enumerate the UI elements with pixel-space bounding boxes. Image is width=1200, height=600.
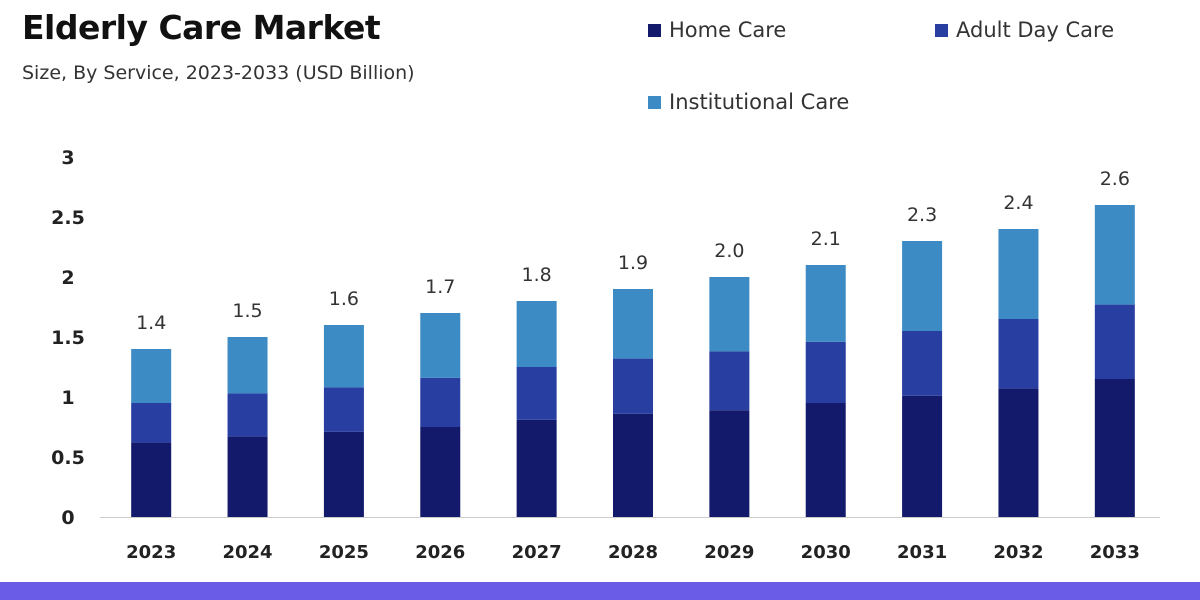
bar-total-label: 2.1 [811,228,841,250]
bar-segment-home-care [131,442,172,517]
bar-segment-institutional-care [998,229,1039,319]
bar-segment-adult-day-care [613,358,653,414]
legend-item-institutional-care: Institutional Care [648,90,849,114]
legend-swatch-adult-day-care [935,23,948,37]
bar-segment-home-care [227,436,268,517]
bar-segment-home-care [613,413,653,517]
bar-segment-institutional-care [805,265,846,342]
bar-total-label: 2.0 [714,240,744,262]
x-tick-label: 2025 [319,542,369,563]
bar-segment-institutional-care [516,301,557,367]
bar-segment-adult-day-care [227,393,268,437]
bar-segment-institutional-care [613,289,653,359]
bar-segment-home-care [709,410,750,517]
bar-total-label: 1.8 [522,264,552,286]
y-tick-label: 2 [61,267,74,289]
legend-item-adult-day-care: Adult Day Care [935,18,1114,42]
y-tick-label: 1 [61,387,74,409]
legend-label-institutional-care: Institutional Care [669,90,850,114]
bar-segment-institutional-care [902,241,943,331]
bar-segment-institutional-care [709,277,750,352]
bar-total-label: 1.4 [136,312,166,334]
bar-segment-home-care [998,388,1039,517]
bar-segment-institutional-care [131,349,172,403]
bar-segment-adult-day-care [998,319,1039,389]
bar-segment-adult-day-care [1094,304,1135,379]
x-tick-label: 2032 [993,542,1043,563]
x-tick-label: 2026 [415,542,465,563]
bar-segment-home-care [516,419,557,517]
bar-segment-adult-day-care [420,377,461,427]
chart-title: Elderly Care Market [22,8,381,47]
bar-segment-home-care [1094,379,1135,517]
y-tick-label: 3 [61,147,74,169]
bar-segment-adult-day-care [902,331,943,396]
x-tick-label: 2033 [1090,542,1140,563]
bar-segment-institutional-care [420,313,461,378]
footer-accent-band [0,582,1200,600]
bar-segment-institutional-care [323,325,364,388]
bar-total-label: 1.5 [232,300,262,322]
legend-swatch-institutional-care [648,95,661,109]
bar-total-label: 2.4 [1003,192,1033,214]
bar-segment-home-care [420,427,461,517]
y-tick-label: 2.5 [51,207,85,229]
legend-swatch-home-care [648,23,661,37]
bar-total-label: 2.6 [1100,168,1130,190]
stacked-bar-chart: 0 0.5 1 1.5 2 2.5 3 1.4 2023 1.5 2024 1.6 2025 1.7 202… [51,147,1160,563]
bar-total-label: 1.9 [618,252,648,274]
bar-segment-home-care [805,403,846,517]
x-tick-label: 2028 [608,542,658,563]
bar-total-label: 1.6 [329,288,359,310]
x-tick-label: 2030 [801,542,851,563]
bar-total-label: 2.3 [907,204,937,226]
legend-item-home-care: Home Care [648,18,786,42]
bar-segment-adult-day-care [805,341,846,403]
bar-segment-home-care [323,431,364,517]
bar-segment-adult-day-care [131,403,172,443]
bar-segment-adult-day-care [323,387,364,432]
bar-total-label: 1.7 [425,276,455,298]
y-tick-label: 0.5 [51,447,85,469]
x-tick-label: 2029 [704,542,754,563]
bar-segment-institutional-care [1094,205,1135,305]
legend-label-home-care: Home Care [669,18,787,42]
bar-segment-adult-day-care [516,367,557,420]
y-tick-label: 0 [61,507,74,529]
x-tick-label: 2031 [897,542,947,563]
x-tick-label: 2027 [512,542,562,563]
x-tick-label: 2024 [222,542,272,563]
bar-segment-home-care [902,395,943,517]
bar-segment-adult-day-care [709,351,750,411]
y-tick-label: 1.5 [51,327,85,349]
legend-label-adult-day-care: Adult Day Care [956,18,1115,42]
x-tick-label: 2023 [126,542,176,563]
bar-segment-institutional-care [227,337,268,394]
chart-subtitle: Size, By Service, 2023-2033 (USD Billion… [22,62,415,84]
